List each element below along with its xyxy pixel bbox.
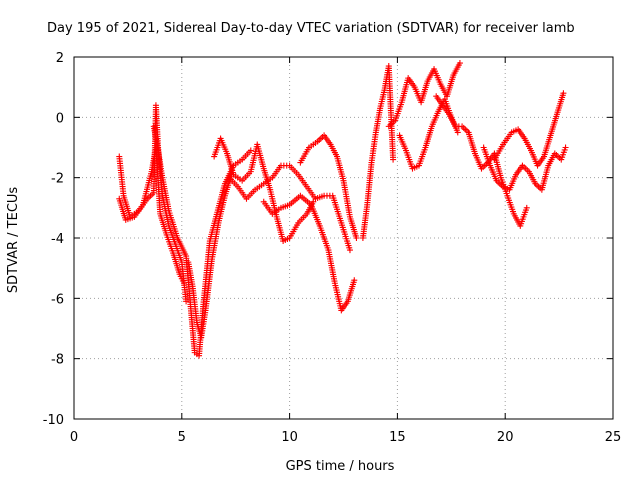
x-tick-label: 25: [605, 430, 622, 445]
data-point: [353, 235, 360, 241]
series-11: [396, 96, 461, 172]
y-tick-label: -8: [51, 353, 64, 368]
y-tick-label: -2: [51, 172, 64, 187]
series-10: [385, 60, 463, 130]
y-tick-label: 0: [56, 111, 64, 126]
series-8: [297, 132, 360, 241]
x-tick-label: 5: [178, 430, 186, 445]
y-tick-label: -6: [51, 292, 64, 307]
x-tick-labels: 0 5 10 15 20 25: [70, 430, 621, 445]
data-point: [247, 147, 254, 154]
chart-title: Day 195 of 2021, Sidereal Day-to-day VTE…: [47, 21, 575, 36]
y-tick-label: -4: [51, 232, 64, 247]
data-point: [346, 247, 353, 254]
data-point: [562, 144, 569, 151]
y-axis-title: SDTVAR / TECUs: [6, 187, 21, 294]
series-4: [185, 171, 235, 341]
data-point: [454, 129, 461, 136]
data-point: [390, 156, 397, 163]
data-points: [116, 60, 569, 359]
series-9: [359, 63, 397, 241]
y-tick-labels: -10 -8 -6 -4 -2 0 2: [43, 51, 64, 428]
y-tick-label: -10: [43, 413, 64, 428]
series-3: [150, 123, 254, 359]
data-point: [523, 204, 530, 211]
series-7: [260, 192, 358, 314]
data-point: [456, 60, 463, 67]
data-point: [560, 90, 567, 97]
series-6: [226, 162, 353, 254]
data-point: [180, 280, 187, 287]
x-tick-label: 20: [497, 430, 514, 445]
x-tick-label: 15: [389, 430, 406, 445]
x-tick-label: 0: [70, 430, 78, 445]
data-point: [310, 198, 317, 205]
data-point: [183, 298, 190, 305]
series-14: [491, 90, 567, 169]
series-2: [116, 144, 187, 287]
series-13: [480, 144, 569, 193]
x-tick-label: 10: [281, 430, 298, 445]
data-point: [351, 277, 358, 284]
y-tick-label: 2: [56, 51, 64, 66]
plot-frame: [73, 56, 614, 420]
x-axis-title: GPS time / hours: [286, 459, 395, 474]
